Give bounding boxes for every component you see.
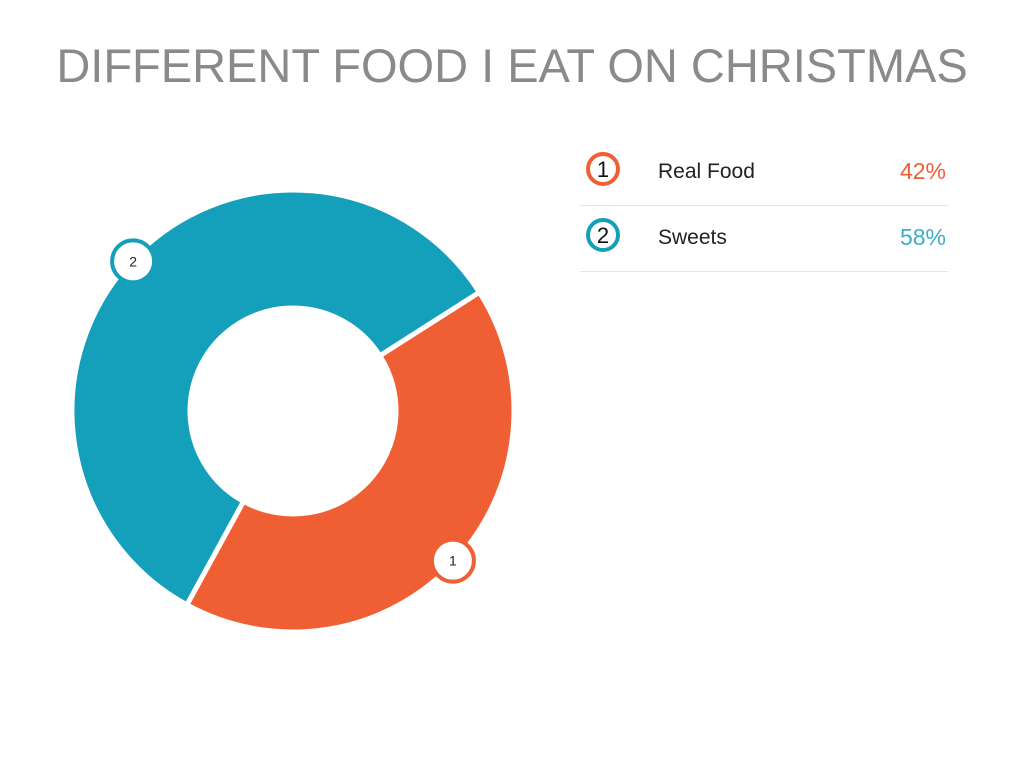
marker-circle <box>429 537 476 584</box>
donut-slice-real-food <box>183 288 517 635</box>
legend-marker: 2 <box>586 218 620 252</box>
marker-label: 2 <box>129 253 137 269</box>
legend-label: Sweets <box>658 226 727 249</box>
legend-value: 42% <box>899 158 946 184</box>
slice-marker-1: 1 <box>429 537 476 584</box>
legend: 1 Real Food 42% 2 Sweets 58% <box>580 140 948 272</box>
donut-slice-sweets <box>69 187 483 609</box>
slice-marker-2: 2 <box>110 238 157 285</box>
legend-value: 58% <box>899 224 946 250</box>
legend-item-real-food: 1 Real Food 42% <box>580 140 948 206</box>
marker-label: 1 <box>449 553 457 569</box>
marker-circle <box>110 238 157 285</box>
legend-item-sweets: 2 Sweets 58% <box>580 206 948 272</box>
legend-label: Real Food <box>658 160 755 183</box>
legend-marker: 1 <box>586 152 620 186</box>
chart-title: DIFFERENT FOOD I EAT ON CHRISTMAS <box>56 39 968 92</box>
